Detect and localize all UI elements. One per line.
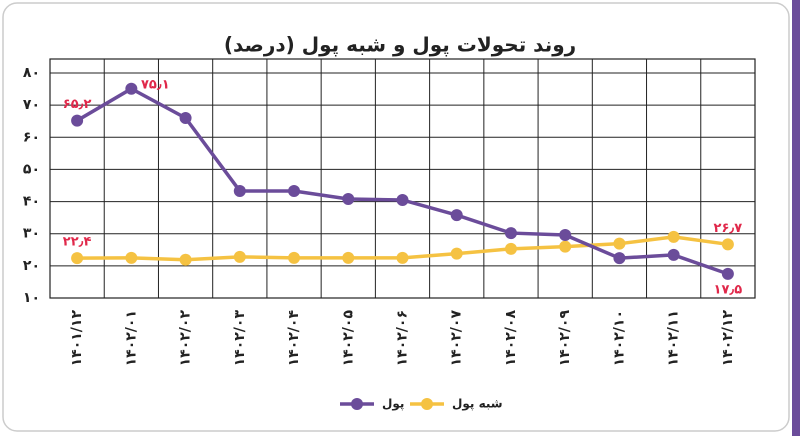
x-tick-label: ۱۴۰۲/۰۱ bbox=[123, 310, 139, 366]
y-tick-label: ۲۰ bbox=[23, 258, 40, 274]
x-tick-label: ۱۴۰۲/۰۴ bbox=[286, 310, 302, 367]
value-label: ۱۷٫۵ bbox=[714, 282, 743, 297]
point bbox=[667, 248, 680, 261]
legend-dot bbox=[421, 398, 433, 410]
point bbox=[450, 247, 463, 260]
point bbox=[233, 184, 246, 197]
point bbox=[721, 238, 734, 251]
value-label: ۶۵٫۲ bbox=[63, 97, 92, 112]
chart-title: روند تحولات پول و شبه پول (درصد) bbox=[224, 33, 576, 58]
y-tick-label: ۵۰ bbox=[23, 161, 40, 177]
y-tick-label: ۸۰ bbox=[23, 65, 40, 81]
point bbox=[450, 209, 463, 222]
point bbox=[179, 112, 192, 124]
x-tick-label: ۱۴۰۲/۰۹ bbox=[557, 310, 573, 367]
point bbox=[342, 193, 355, 205]
side-strip bbox=[792, 0, 800, 436]
point bbox=[342, 251, 355, 264]
legend-dot bbox=[351, 398, 363, 410]
x-tick-label: ۱۴۰۲/۰۷ bbox=[449, 310, 465, 367]
point bbox=[559, 229, 572, 241]
y-tick-label: ۴۰ bbox=[23, 194, 40, 210]
x-tick-label: ۱۴۰۲/۱۲ bbox=[720, 310, 736, 367]
x-tick-label: ۱۴۰۲/۰۶ bbox=[395, 310, 411, 366]
point bbox=[288, 251, 301, 264]
point bbox=[125, 251, 138, 264]
point bbox=[288, 184, 301, 197]
point bbox=[613, 252, 626, 265]
point bbox=[613, 237, 626, 250]
y-tick-label: ۱۰ bbox=[23, 290, 40, 306]
point bbox=[559, 240, 572, 253]
point bbox=[396, 251, 409, 264]
point bbox=[179, 253, 192, 266]
point bbox=[504, 227, 517, 240]
x-tick-label: ۱۴۰۱/۱۲ bbox=[69, 310, 85, 367]
y-tick-label: ۳۰ bbox=[23, 226, 40, 242]
y-tick-label: ۶۰ bbox=[23, 129, 40, 145]
point bbox=[504, 242, 517, 255]
y-tick-label: ۷۰ bbox=[23, 97, 40, 113]
value-label: ۲۶٫۷ bbox=[714, 221, 743, 236]
legend-label: پول bbox=[382, 397, 404, 412]
point bbox=[233, 250, 246, 263]
point bbox=[71, 114, 84, 127]
legend-label: شبه پول bbox=[452, 397, 503, 412]
point bbox=[667, 230, 680, 243]
x-tick-label: ۱۴۰۲/۰۲ bbox=[178, 310, 194, 367]
point bbox=[396, 193, 409, 206]
value-label: ۲۲٫۴ bbox=[63, 235, 92, 250]
x-tick-label: ۱۴۰۲/۱۱ bbox=[666, 310, 682, 366]
x-tick-label: ۱۴۰۲/۰۸ bbox=[503, 310, 519, 367]
x-tick-label: ۱۴۰۲/۱۰ bbox=[611, 310, 627, 366]
x-tick-label: ۱۴۰۲/۰۳ bbox=[232, 310, 248, 367]
point bbox=[125, 82, 138, 95]
point bbox=[71, 252, 84, 265]
point bbox=[721, 267, 734, 280]
x-tick-label: ۱۴۰۲/۰۵ bbox=[340, 310, 356, 367]
value-label: ۷۵٫۱ bbox=[141, 77, 170, 92]
